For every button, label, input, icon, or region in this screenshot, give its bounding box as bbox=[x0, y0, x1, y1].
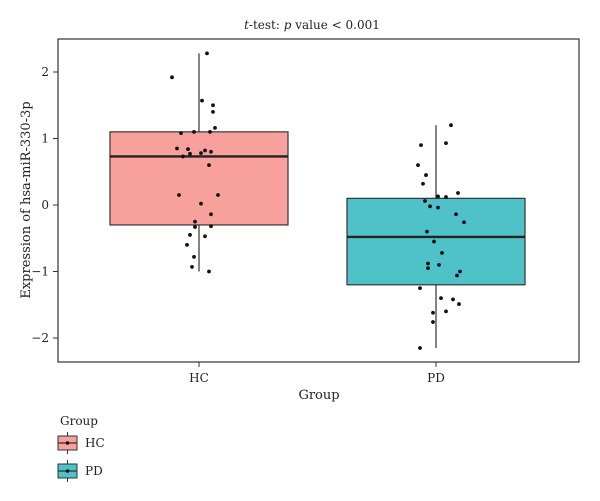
data-point bbox=[181, 154, 185, 159]
data-point bbox=[426, 266, 430, 271]
data-point bbox=[203, 234, 207, 239]
data-point bbox=[416, 163, 420, 168]
box-group-pd bbox=[346, 123, 526, 350]
data-point bbox=[213, 125, 217, 130]
data-point bbox=[436, 205, 440, 210]
legend-item-pd: PD bbox=[57, 460, 103, 482]
y-tick-label: −1 bbox=[31, 265, 49, 279]
data-point bbox=[199, 151, 203, 156]
data-point bbox=[216, 193, 220, 197]
data-point bbox=[190, 264, 194, 269]
data-point bbox=[432, 239, 436, 244]
data-point bbox=[458, 269, 462, 274]
data-point bbox=[451, 297, 455, 302]
data-point bbox=[209, 212, 213, 217]
data-point bbox=[192, 129, 196, 134]
data-point bbox=[418, 286, 422, 291]
data-point bbox=[424, 173, 428, 177]
data-point bbox=[444, 195, 448, 199]
data-point bbox=[205, 51, 209, 56]
y-tick-label: 2 bbox=[41, 65, 49, 79]
y-tick-label: 1 bbox=[41, 132, 49, 146]
data-point bbox=[193, 225, 197, 229]
data-point bbox=[456, 191, 460, 195]
data-point bbox=[207, 163, 211, 168]
data-point bbox=[185, 243, 189, 247]
chart-title-suffix: value < 0.001 bbox=[291, 18, 379, 32]
data-point bbox=[431, 320, 435, 324]
box-rect bbox=[346, 197, 526, 286]
data-point bbox=[444, 141, 448, 146]
x-tick-label: PD bbox=[427, 371, 445, 385]
legend-item-hc: HC bbox=[57, 432, 105, 454]
data-point bbox=[449, 123, 453, 128]
y-tick-label: 0 bbox=[41, 198, 49, 212]
data-point bbox=[436, 194, 440, 199]
data-point bbox=[208, 129, 212, 134]
data-point bbox=[170, 75, 174, 80]
x-tick-label: HC bbox=[189, 371, 209, 385]
data-point bbox=[193, 219, 197, 224]
data-point bbox=[419, 143, 423, 148]
chart-title-t: t bbox=[244, 18, 249, 32]
data-point bbox=[203, 148, 207, 153]
data-point bbox=[192, 254, 196, 259]
legend-dot bbox=[65, 469, 70, 473]
data-point bbox=[175, 146, 179, 151]
box-group-hc bbox=[109, 51, 289, 274]
legend-title: Group bbox=[60, 414, 98, 428]
data-point bbox=[425, 229, 429, 234]
chart-title-p: p bbox=[284, 18, 292, 32]
data-point bbox=[211, 103, 215, 108]
data-point bbox=[455, 273, 459, 278]
data-point bbox=[418, 346, 422, 350]
data-point bbox=[211, 110, 215, 114]
chart-title: t-test: p value < 0.001 bbox=[244, 18, 380, 32]
data-point bbox=[437, 262, 441, 267]
data-point bbox=[431, 310, 435, 315]
data-point bbox=[200, 98, 204, 103]
data-point bbox=[454, 212, 458, 217]
data-point bbox=[188, 151, 192, 156]
data-point bbox=[188, 233, 192, 237]
data-point bbox=[179, 131, 183, 136]
data-point bbox=[209, 149, 213, 154]
data-point bbox=[440, 250, 444, 255]
data-point bbox=[186, 147, 190, 152]
legend-label: HC bbox=[85, 436, 105, 450]
data-point bbox=[428, 204, 432, 209]
box-rect bbox=[109, 131, 289, 226]
data-point bbox=[177, 193, 181, 197]
data-point bbox=[207, 269, 211, 274]
y-axis-title: Expression of hsa-miR-330-3p bbox=[19, 101, 34, 298]
data-point bbox=[426, 261, 430, 266]
data-point bbox=[199, 201, 203, 206]
legend-dot bbox=[65, 441, 70, 445]
data-point bbox=[457, 302, 461, 306]
legend: Group HC PD bbox=[57, 414, 105, 482]
chart-title-mid: -test: bbox=[249, 18, 284, 32]
legend-label: PD bbox=[85, 464, 103, 478]
data-point bbox=[462, 220, 466, 225]
data-point bbox=[439, 296, 443, 300]
y-tick-label: −2 bbox=[31, 331, 49, 345]
data-point bbox=[421, 181, 425, 186]
data-point bbox=[209, 224, 213, 229]
x-axis-title: Group bbox=[298, 388, 339, 403]
data-point bbox=[423, 199, 427, 203]
data-point bbox=[444, 309, 448, 314]
